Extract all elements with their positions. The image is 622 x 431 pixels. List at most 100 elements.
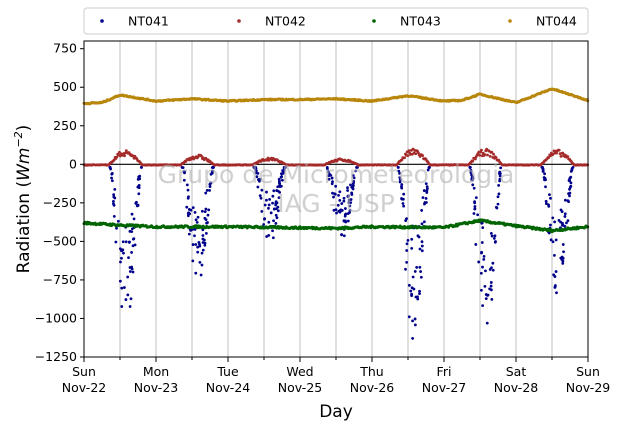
data-point	[352, 179, 356, 183]
data-point	[410, 246, 414, 250]
data-point	[207, 208, 211, 212]
data-point	[340, 202, 344, 205]
data-point	[269, 211, 273, 215]
x-tick-date: Nov-23	[134, 380, 178, 395]
y-tick-label: −250	[43, 195, 77, 210]
data-point	[548, 193, 551, 197]
series-NT042	[82, 147, 590, 167]
data-point	[549, 223, 552, 227]
data-point	[405, 242, 409, 246]
data-point	[203, 241, 207, 245]
data-point	[276, 209, 280, 213]
data-point	[120, 256, 123, 260]
data-point	[498, 177, 502, 181]
data-point	[406, 238, 410, 242]
data-point	[279, 175, 283, 179]
data-point	[351, 185, 355, 189]
data-point	[406, 154, 410, 158]
data-point	[277, 196, 281, 200]
data-point	[472, 212, 476, 215]
data-point	[569, 184, 573, 188]
data-point	[566, 199, 570, 203]
data-point	[405, 249, 409, 252]
data-point	[136, 185, 140, 189]
data-point	[404, 267, 407, 271]
data-point	[351, 182, 355, 185]
data-point	[340, 233, 343, 237]
data-point	[543, 172, 546, 176]
data-point	[419, 270, 423, 273]
data-point	[398, 180, 402, 184]
data-point	[425, 185, 429, 189]
data-point	[198, 261, 202, 264]
data-point	[123, 154, 127, 158]
data-point	[541, 170, 545, 173]
data-point	[489, 284, 493, 288]
data-point	[553, 286, 557, 289]
data-point	[193, 234, 196, 238]
data-point	[480, 148, 483, 152]
data-point	[402, 192, 406, 196]
data-point	[424, 197, 428, 200]
data-point	[474, 196, 478, 200]
data-point	[486, 153, 489, 157]
data-point	[280, 178, 284, 182]
data-point	[118, 279, 122, 283]
data-point	[492, 152, 495, 156]
data-point	[428, 166, 431, 169]
legend: NT041 NT042 NT043 NT044	[83, 7, 589, 35]
data-point	[126, 275, 130, 279]
data-point	[282, 171, 286, 175]
x-tick-weekday: Sat	[506, 364, 527, 379]
data-point	[494, 156, 498, 160]
data-point	[118, 247, 122, 251]
data-point	[348, 211, 351, 214]
data-point	[113, 187, 117, 191]
data-point	[189, 228, 192, 232]
data-point	[411, 337, 415, 340]
data-point	[262, 223, 266, 226]
data-point	[420, 244, 424, 248]
data-point	[267, 220, 271, 224]
data-point	[544, 202, 548, 205]
data-point	[194, 243, 198, 246]
data-point	[423, 201, 427, 204]
x-tick-weekday: Sun	[576, 364, 600, 379]
data-point	[499, 166, 503, 170]
data-point	[497, 183, 501, 187]
data-point	[354, 169, 358, 173]
data-point	[400, 183, 404, 186]
data-point	[549, 238, 553, 242]
data-point	[483, 284, 487, 288]
x-axis-label: Day	[319, 402, 353, 422]
data-point	[494, 240, 497, 243]
data-point	[136, 177, 140, 181]
data-point	[194, 271, 198, 275]
data-point	[128, 270, 132, 273]
data-point	[473, 157, 477, 161]
data-point	[568, 179, 572, 183]
x-tick-weekday: Wed	[286, 364, 313, 379]
data-point	[563, 212, 567, 216]
data-point	[348, 208, 352, 212]
data-point	[415, 265, 419, 269]
data-point	[352, 176, 356, 180]
data-point	[276, 189, 280, 193]
data-point	[553, 253, 556, 257]
data-point	[335, 211, 338, 215]
data-point	[334, 184, 338, 188]
data-point	[114, 240, 118, 244]
data-point	[275, 216, 279, 220]
data-point	[498, 172, 502, 176]
x-axis: SunNov-22MonNov-23TueNov-24WedNov-25ThuN…	[62, 357, 610, 395]
data-point	[490, 288, 493, 292]
data-point	[123, 286, 126, 289]
data-point	[407, 149, 411, 153]
legend-item-NT044: NT044	[508, 14, 577, 29]
x-tick-date: Nov-24	[206, 380, 251, 395]
data-point	[559, 208, 563, 212]
data-point	[130, 212, 134, 216]
data-point	[410, 292, 414, 296]
data-point	[205, 188, 209, 192]
data-point	[197, 240, 201, 244]
